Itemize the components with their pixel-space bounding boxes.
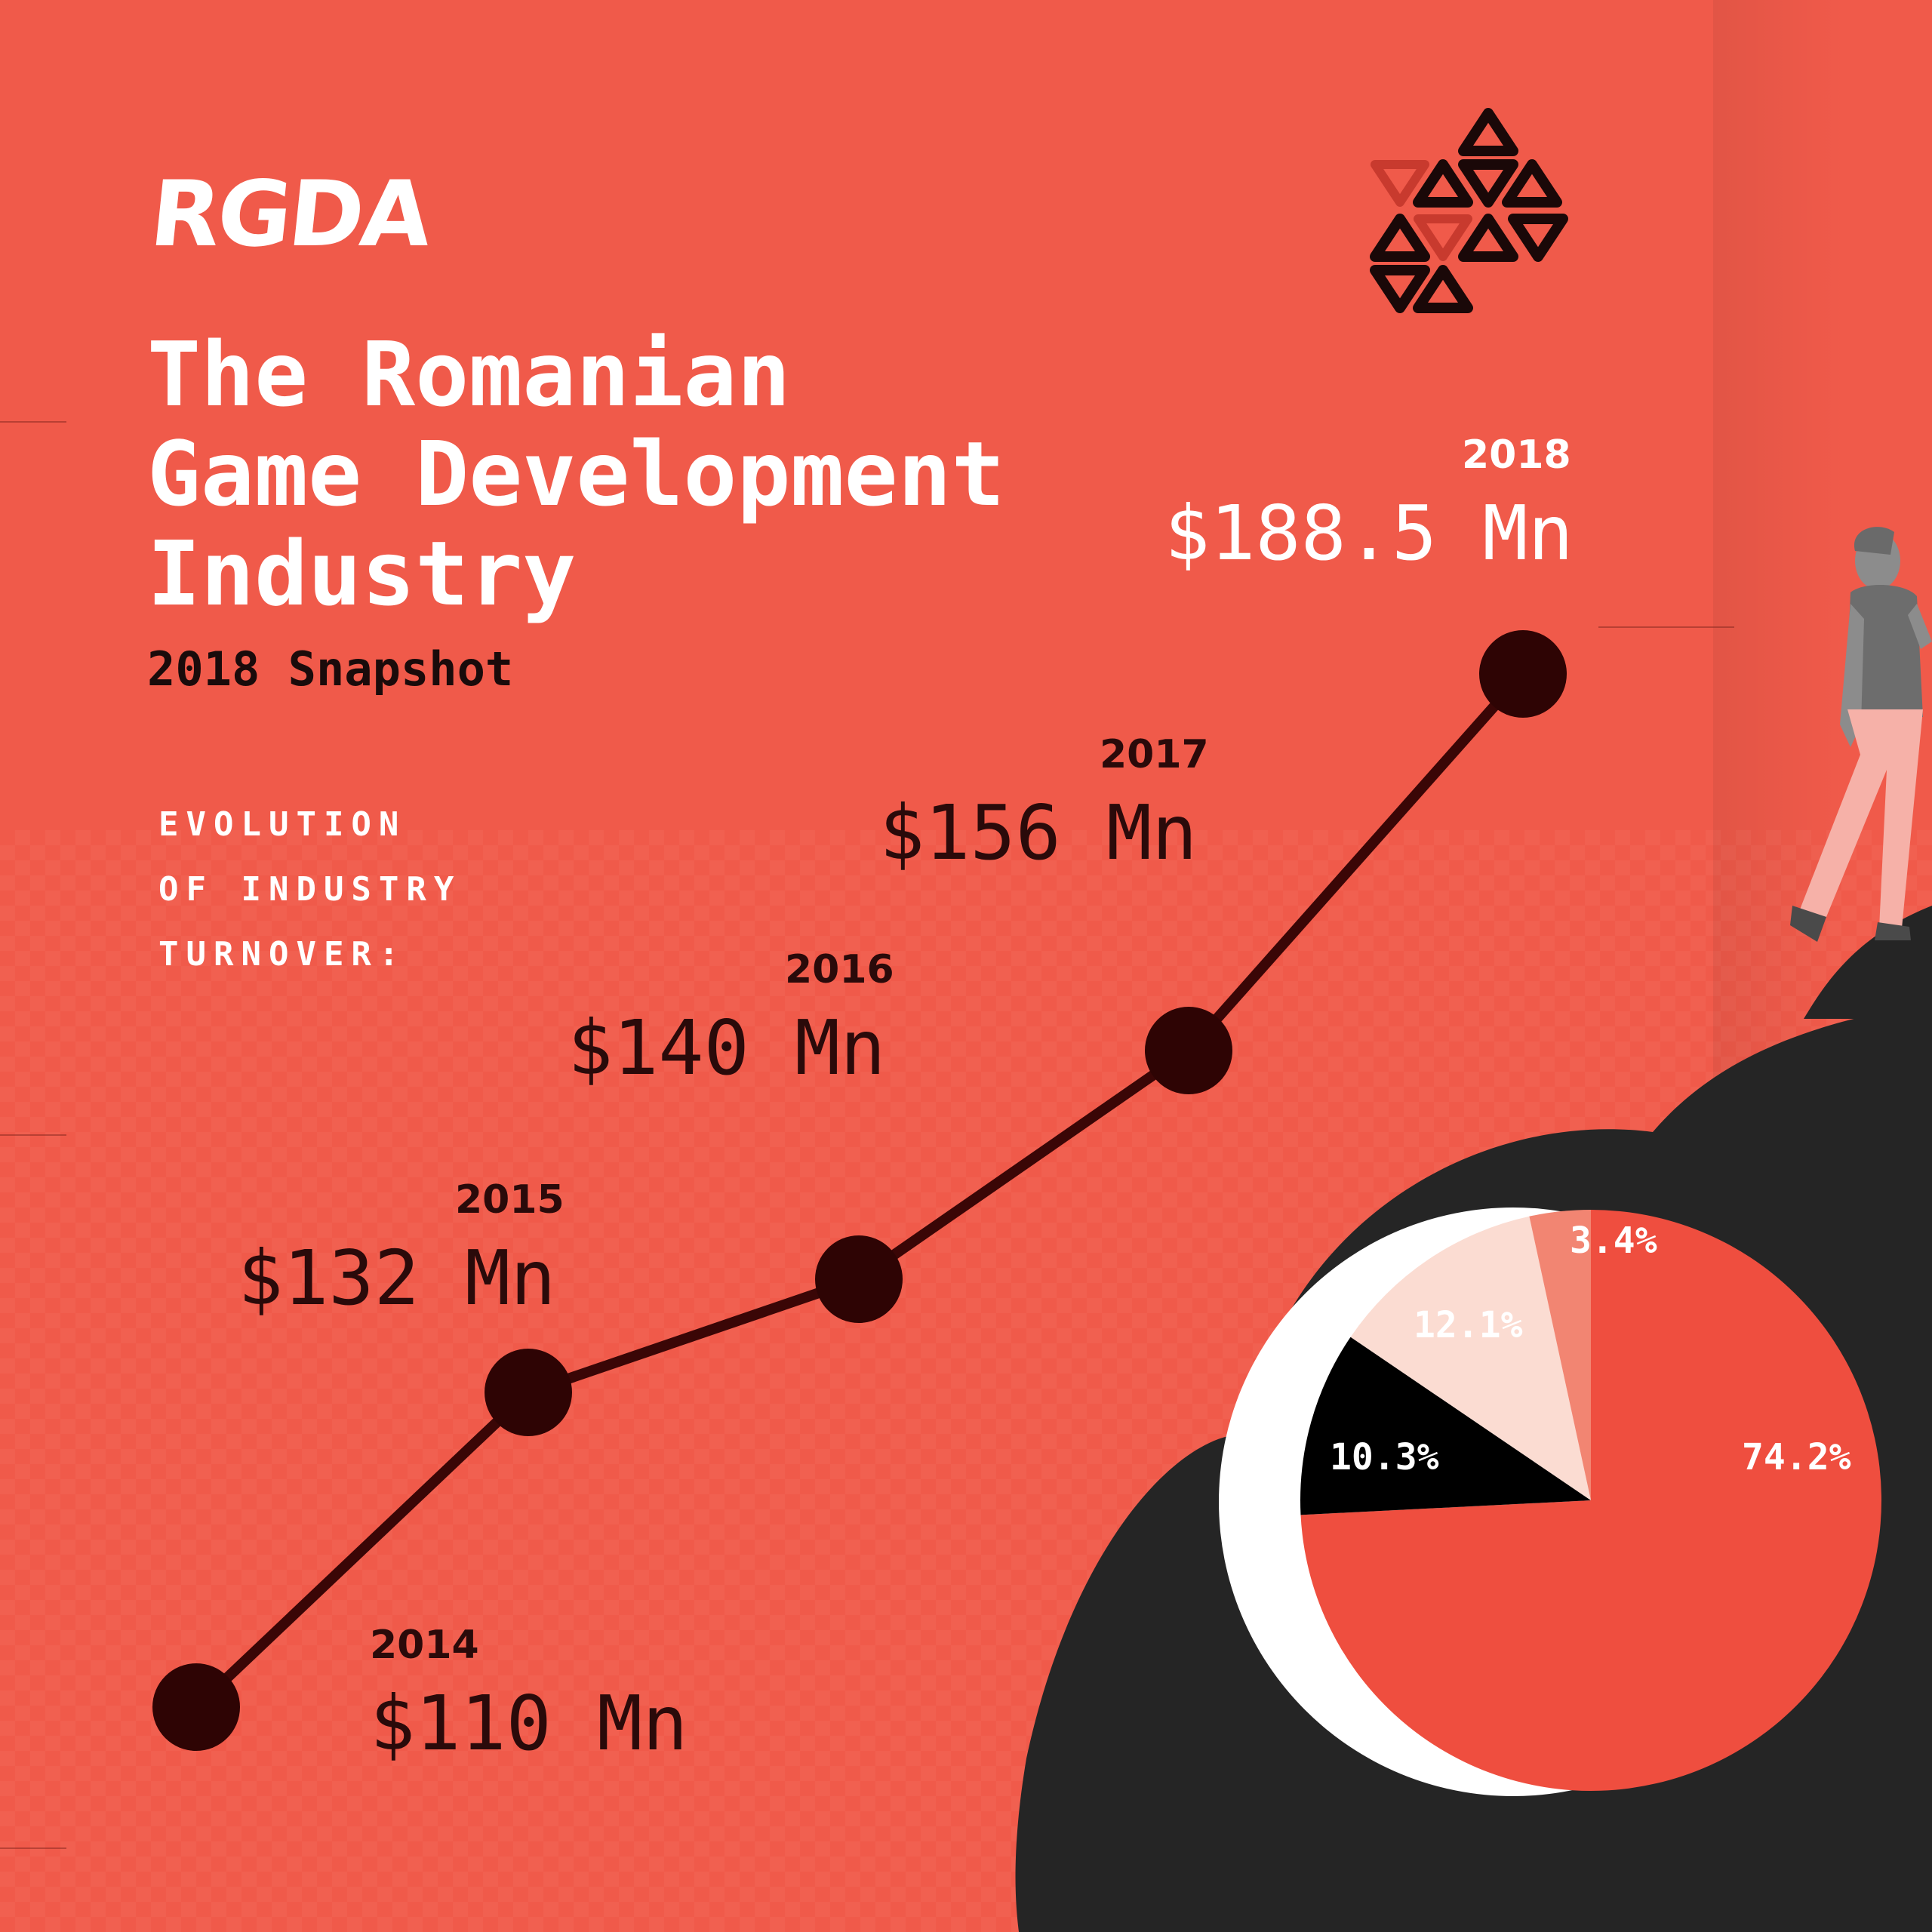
title-line: The Romanian (147, 322, 791, 426)
page-title: The Romanian Game Development Industry (147, 325, 1005, 623)
data-point-2016 (815, 1235, 903, 1323)
pie-slice-label-1: 10.3% (1330, 1436, 1439, 1478)
year-label-2015: 2015 (455, 1177, 565, 1223)
section-label-line: EVOLUTION (158, 805, 407, 844)
data-point-2015 (485, 1349, 572, 1436)
margin-rule (0, 421, 66, 423)
data-point-2014 (152, 1663, 240, 1751)
pie-slice-label-3: 3.4% (1570, 1220, 1657, 1262)
amount-label-2018: $188.5 Mn (1164, 489, 1574, 577)
margin-rule (0, 1847, 66, 1849)
faded-triangle-icon (1371, 160, 1472, 261)
pie-slice-label-2: 12.1% (1414, 1304, 1523, 1346)
pie-slice-3 (1529, 1210, 1591, 1500)
pie-slice-1 (1300, 1337, 1591, 1515)
year-label-2016: 2016 (785, 947, 894, 992)
year-label-2014: 2014 (370, 1623, 479, 1668)
pie-slice-2 (1350, 1216, 1591, 1500)
section-label-line: OF INDUSTRY (158, 870, 462, 909)
data-point-2017 (1145, 1007, 1232, 1094)
amount-label-2015: $132 Mn (238, 1234, 556, 1322)
amount-label-2014: $110 Mn (370, 1679, 688, 1767)
section-label-line: TURNOVER: (158, 935, 407, 974)
amount-label-2017: $156 Mn (879, 789, 1198, 877)
section-label: EVOLUTION OF INDUSTRY TURNOVER: (158, 792, 461, 987)
page-subtitle: 2018 Snapshot (147, 641, 514, 697)
title-line: Game Development (147, 422, 1005, 526)
person-illustration (1790, 527, 1932, 942)
title-line: Industry (147, 521, 577, 626)
year-label-2018: 2018 (1462, 432, 1571, 478)
data-point-2018 (1479, 630, 1567, 718)
triangle-logo-icon (1370, 108, 1568, 313)
year-label-2017: 2017 (1100, 732, 1209, 777)
amount-label-2016: $140 Mn (568, 1004, 886, 1092)
margin-rule (1598, 626, 1734, 628)
margin-rule (0, 1134, 66, 1136)
pie-slice-0 (1300, 1210, 1881, 1791)
pie-slice-label-0: 74.2% (1742, 1436, 1851, 1478)
